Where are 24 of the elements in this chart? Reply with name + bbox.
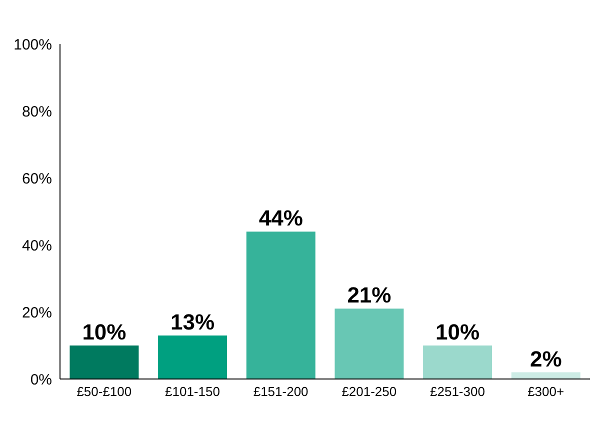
y-tick-label: 80%: [22, 103, 52, 120]
data-label: 10%: [82, 320, 126, 344]
y-tick-label: 100%: [14, 36, 52, 54]
x-tick-label: £201-250: [342, 384, 397, 400]
y-tick-label: 40%: [22, 237, 52, 254]
data-label: 2%: [530, 346, 562, 372]
y-tick-label: 0%: [30, 371, 52, 388]
bar: [423, 346, 492, 379]
data-label: 13%: [170, 309, 215, 334]
x-tick-label: £50-£100: [76, 384, 132, 400]
bar: [158, 335, 228, 379]
x-tick-label: £151-200: [253, 384, 308, 400]
data-label: 44%: [258, 206, 303, 231]
data-label: 21%: [347, 282, 392, 308]
bar: [511, 372, 580, 379]
y-tick-label: 20%: [22, 304, 52, 322]
x-tick-label: £300+: [528, 384, 564, 400]
y-tick-label: 60%: [22, 170, 52, 188]
x-tick-label: £101-150: [165, 384, 220, 400]
bar: [246, 232, 316, 379]
data-label: 10%: [436, 320, 480, 344]
x-tick-label: £251-300: [430, 384, 485, 400]
bar: [70, 346, 139, 379]
bar: [334, 308, 404, 379]
